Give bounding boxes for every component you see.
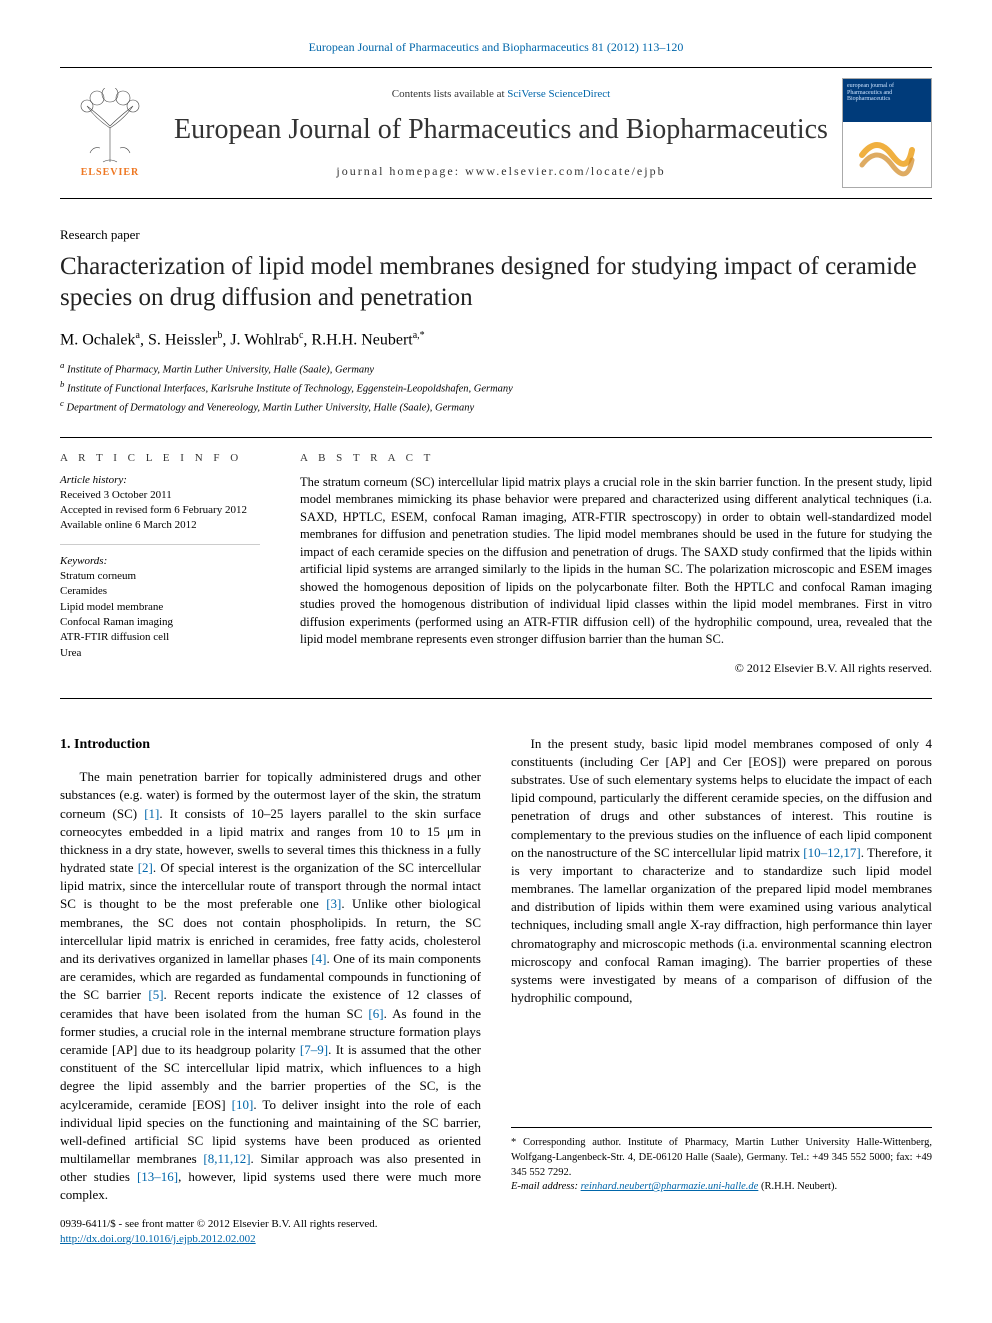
author: M. Ochalek — [60, 331, 136, 348]
email-link[interactable]: reinhard.neubert@pharmazie.uni-halle.de — [581, 1181, 759, 1192]
reference-link[interactable]: [10] — [232, 1097, 254, 1112]
intro-para-1: The main penetration barrier for topical… — [60, 768, 481, 1205]
history-line: Accepted in revised form 6 February 2012 — [60, 503, 260, 518]
publisher-label: ELSEVIER — [81, 167, 140, 178]
aff-marker: b — [60, 379, 64, 389]
history-line: Available online 6 March 2012 — [60, 518, 260, 533]
paper-type: Research paper — [60, 227, 932, 243]
keyword: Stratum corneum — [60, 569, 260, 584]
cover-top: european journal of Pharmaceutics and Bi… — [843, 79, 931, 122]
keyword: Lipid model membrane — [60, 600, 260, 615]
article-info-left: A R T I C L E I N F O Article history: R… — [60, 452, 260, 676]
abstract-copyright: © 2012 Elsevier B.V. All rights reserved… — [300, 661, 932, 676]
author: , J. Wohlrab — [222, 331, 299, 348]
reference-link[interactable]: [3] — [326, 896, 341, 911]
text: Corresponding author. Institute of Pharm… — [511, 1137, 932, 1177]
masthead-center: Contents lists available at SciVerse Sci… — [160, 88, 842, 179]
author: , R.H.H. Neubert — [303, 331, 412, 348]
reference-link[interactable]: [2] — [138, 860, 153, 875]
author-list: M. Ochaleka, S. Heisslerb, J. Wohlrabc, … — [60, 330, 932, 349]
paper-title: Characterization of lipid model membrane… — [60, 251, 932, 314]
author: , S. Heissler — [140, 331, 217, 348]
keyword: ATR-FTIR diffusion cell — [60, 630, 260, 645]
keyword: Ceramides — [60, 584, 260, 599]
aff-marker: c — [60, 398, 64, 408]
keyword: Confocal Raman imaging — [60, 615, 260, 630]
abstract-text: The stratum corneum (SC) intercellular l… — [300, 474, 932, 649]
email-label: E-mail address: — [511, 1181, 581, 1192]
history-line: Received 3 October 2011 — [60, 488, 260, 503]
reference-link[interactable]: [5] — [148, 987, 163, 1002]
elsevier-tree-icon — [75, 88, 145, 163]
keyword: Urea — [60, 646, 260, 661]
affiliation: b Institute of Functional Interfaces, Ka… — [60, 378, 932, 397]
article-info-label: A R T I C L E I N F O — [60, 452, 260, 464]
affiliation-text: Institute of Pharmacy, Martin Luther Uni… — [67, 364, 374, 375]
affiliation-text: Department of Dermatology and Venereolog… — [67, 403, 475, 414]
affiliation-text: Institute of Functional Interfaces, Karl… — [67, 384, 513, 395]
reference-link[interactable]: [1] — [144, 806, 159, 821]
abstract-block: A B S T R A C T The stratum corneum (SC)… — [300, 452, 932, 676]
intro-para-2: In the present study, basic lipid model … — [511, 735, 932, 1008]
doi-link[interactable]: http://dx.doi.org/10.1016/j.ejpb.2012.02… — [60, 1233, 256, 1245]
homepage-url[interactable]: www.elsevier.com/locate/ejpb — [465, 164, 666, 178]
body-two-column: 1. Introduction The main penetration bar… — [60, 735, 932, 1205]
journal-cover-thumbnail: european journal of Pharmaceutics and Bi… — [842, 78, 932, 188]
correspondence-text: * Corresponding author. Institute of Pha… — [511, 1136, 932, 1180]
abstract-label: A B S T R A C T — [300, 452, 932, 464]
history-block: Article history: Received 3 October 2011… — [60, 474, 260, 545]
affiliation-list: a Institute of Pharmacy, Martin Luther U… — [60, 359, 932, 417]
aff-marker: a — [60, 360, 64, 370]
introduction-heading: 1. Introduction — [60, 735, 481, 755]
keywords-block: Keywords: Stratum corneum Ceramides Lipi… — [60, 555, 260, 661]
reference-link[interactable]: [10–12,17] — [803, 845, 860, 860]
article-info-row: A R T I C L E I N F O Article history: R… — [60, 437, 932, 699]
history-heading: Article history: — [60, 474, 260, 486]
page: European Journal of Pharmaceutics and Bi… — [0, 0, 992, 1297]
homepage-prefix: journal homepage: — [336, 164, 465, 178]
footer-copyright: 0939-6411/$ - see front matter © 2012 El… — [60, 1217, 932, 1232]
affiliation: a Institute of Pharmacy, Martin Luther U… — [60, 359, 932, 378]
cover-swirl-icon — [857, 130, 917, 180]
cover-bottom — [843, 122, 931, 187]
sciencedirect-link[interactable]: SciVerse ScienceDirect — [507, 88, 610, 100]
keywords-heading: Keywords: — [60, 555, 260, 567]
author-aff-marker: a,* — [413, 330, 425, 341]
publisher-logo-block: ELSEVIER — [60, 88, 160, 178]
contents-line: Contents lists available at SciVerse Sci… — [160, 88, 842, 100]
masthead: ELSEVIER Contents lists available at Sci… — [60, 67, 932, 199]
reference-link[interactable]: [13–16] — [137, 1169, 178, 1184]
reference-link[interactable]: [8,11,12] — [203, 1151, 250, 1166]
text: . Therefore, it is very important to cha… — [511, 845, 932, 1006]
homepage-line: journal homepage: www.elsevier.com/locat… — [160, 164, 842, 179]
cover-top-text: european journal of Pharmaceutics and Bi… — [847, 83, 927, 103]
reference-link[interactable]: [6] — [368, 1006, 383, 1021]
journal-name: European Journal of Pharmaceutics and Bi… — [160, 114, 842, 146]
correspondence-email-line: E-mail address: reinhard.neubert@pharmaz… — [511, 1180, 932, 1195]
contents-prefix: Contents lists available at — [392, 88, 507, 100]
email-suffix: (R.H.H. Neubert). — [758, 1181, 837, 1192]
text: In the present study, basic lipid model … — [511, 736, 932, 860]
page-footer: 0939-6411/$ - see front matter © 2012 El… — [60, 1217, 932, 1248]
reference-link[interactable]: [7–9] — [300, 1042, 328, 1057]
header-citation: European Journal of Pharmaceutics and Bi… — [60, 40, 932, 55]
corresponding-author-block: * Corresponding author. Institute of Pha… — [511, 1127, 932, 1195]
reference-link[interactable]: [4] — [311, 951, 326, 966]
affiliation: c Department of Dermatology and Venereol… — [60, 397, 932, 416]
